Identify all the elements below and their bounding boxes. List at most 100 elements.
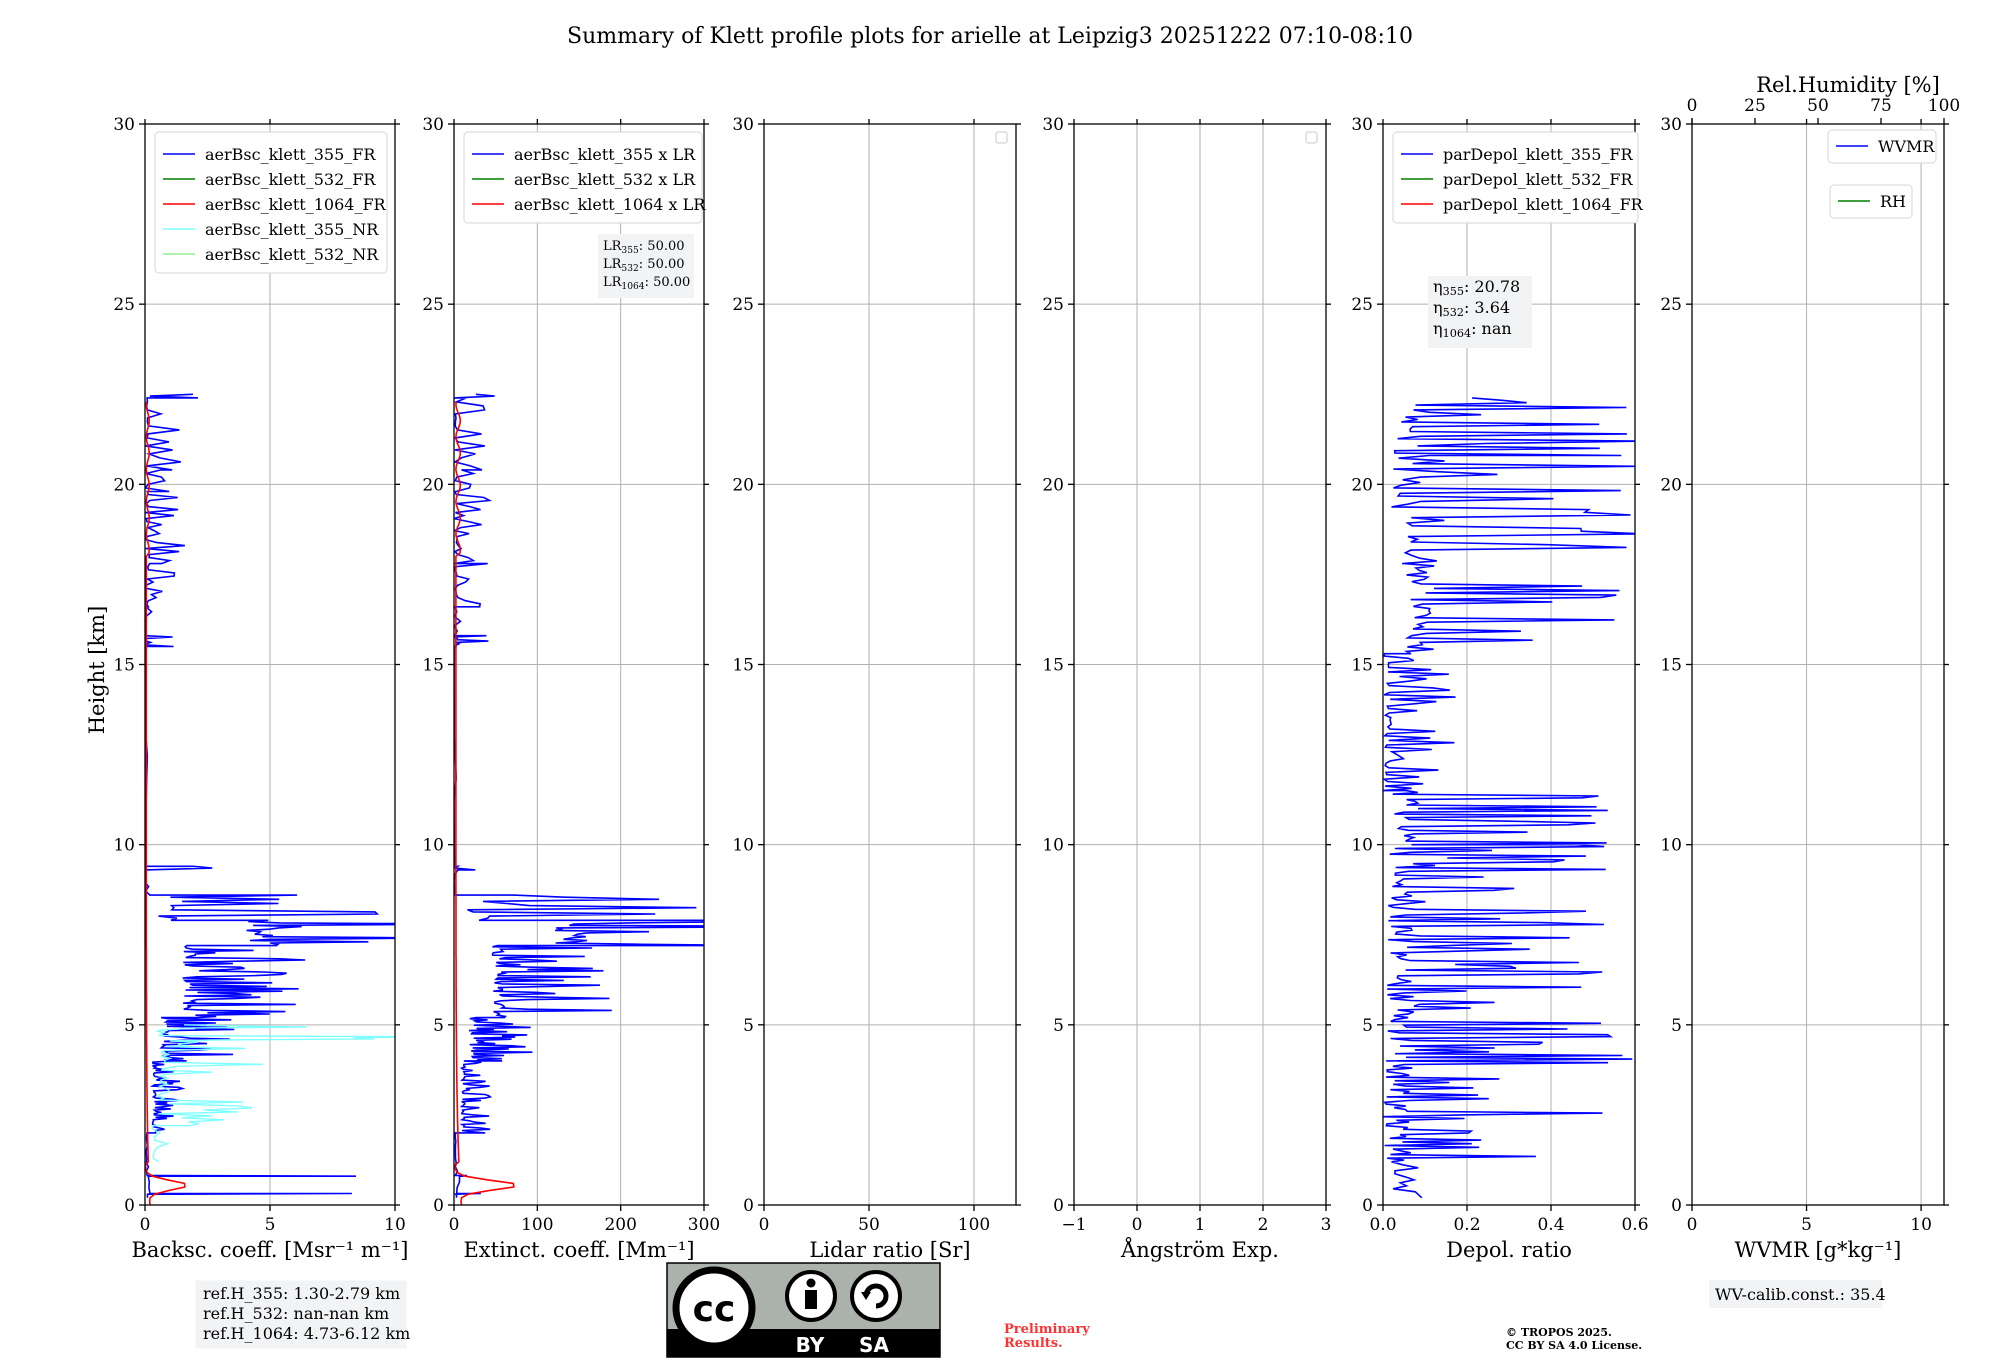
ext-xlabel: Extinct. coeff. [Mm⁻¹] (463, 1238, 694, 1262)
ext-ytick-label-5: 25 (422, 295, 444, 315)
wv-xtick-label-1: 5 (1801, 1215, 1812, 1235)
cc-license-badge: cc BY SA (666, 1262, 941, 1358)
dep-ytick-label-5: 25 (1351, 295, 1373, 315)
dep-legend-label-2: parDepol_klett_1064_FR (1443, 195, 1644, 214)
wv-ytick-label-1: 5 (1671, 1016, 1682, 1036)
lr-xtick-label-0: 0 (759, 1215, 770, 1235)
wv-calibration-text: WV-calib.const.: 35.4 (1715, 1285, 1886, 1304)
lr-xlabel: Lidar ratio [Sr] (809, 1238, 970, 1262)
ext-legend-label-0: aerBsc_klett_355 x LR (514, 145, 696, 164)
wv-legend-rh (1829, 184, 1913, 219)
panel-dep: 0 5 10 15 20 25 30 0.0 0.2 0.4 0.6 Depol. ratio parD… (1351, 115, 1648, 1262)
ext-lidar-ratio-box (598, 234, 694, 298)
dep-legend (1392, 131, 1639, 224)
panel-bsc: 0 5 10 15 20 25 30 0 5 10 Backsc. coeff. [Msr⁻¹ m⁻… (113, 115, 409, 1262)
ang-xtick-label-1: 0 (1132, 1215, 1143, 1235)
ang-ytick-label-2: 10 (1042, 836, 1064, 856)
bsc-ytick-label-0: 0 (124, 1196, 135, 1216)
ang-xtick-label-4: 3 (1321, 1215, 1332, 1235)
bsc-plot-area (145, 393, 395, 1205)
bsc-legend-label-0: aerBsc_klett_355_FR (205, 145, 376, 164)
dep-ytick-label-2: 10 (1351, 836, 1373, 856)
ang-xtick-label-3: 2 (1258, 1215, 1269, 1235)
by-label: BY (796, 1333, 825, 1357)
dep-legend-label-1: parDepol_klett_532_FR (1443, 170, 1634, 189)
ext-plot-area (454, 393, 704, 1205)
ang-xtick-label-0: −1 (1061, 1215, 1086, 1235)
bsc-legend-label-1: aerBsc_klett_532_FR (205, 170, 376, 189)
ang-ytick-label-3: 15 (1042, 656, 1064, 676)
lr-ytick-label-0: 0 (743, 1196, 754, 1216)
dep-plot-area (1383, 397, 1635, 1199)
ang-ytick-label-4: 20 (1042, 475, 1064, 495)
ext-legend (463, 131, 703, 224)
lr-ytick-label-1: 5 (743, 1016, 754, 1036)
preliminary-line-2: Results. (1004, 1336, 1063, 1351)
dep-eta-box (1428, 276, 1532, 348)
copyright-line-2: CC BY SA 4.0 License. (1506, 1339, 1642, 1352)
wv-ytick-label-3: 15 (1660, 656, 1682, 676)
dep-xtick-label-1: 0.2 (1453, 1215, 1480, 1235)
dep-eta-0: η355: 20.78 (1433, 277, 1520, 298)
reference-height-355: ref.H_355: 1.30-2.79 km (203, 1284, 400, 1303)
ang-xtick-label-2: 1 (1195, 1215, 1206, 1235)
wv-legend-label-0: WVMR (1878, 137, 1935, 156)
wv-xlabel: WVMR [g*kg⁻¹] (1735, 1238, 1902, 1262)
wv-top-xtick-label-3: 75 (1870, 96, 1892, 116)
wv-top-xtick-label-1: 25 (1744, 96, 1766, 116)
dep-ytick-label-6: 30 (1351, 115, 1373, 135)
panel-lr: 0 5 10 15 20 25 30 0 50 100 Lidar ratio [Sr] (732, 115, 1021, 1262)
ext-series-355 (454, 393, 704, 1198)
lr-xtick-label-2: 100 (958, 1215, 990, 1235)
wv-top-xtick-label-4: 100 (1928, 96, 1960, 116)
bsc-ytick-label-6: 30 (113, 115, 135, 135)
dep-ytick-label-4: 20 (1351, 475, 1373, 495)
cc-text: cc (693, 1289, 736, 1330)
ext-ytick-label-2: 10 (422, 836, 444, 856)
wv-ytick-label-0: 0 (1671, 1196, 1682, 1216)
ext-lidar-ratio-2: LR1064: 50.00 (603, 275, 690, 292)
dep-legend-label-0: parDepol_klett_355_FR (1443, 145, 1634, 164)
ext-ytick-label-6: 30 (422, 115, 444, 135)
bsc-xtick-label-0: 0 (140, 1215, 151, 1235)
lr-xtick-label-1: 50 (858, 1215, 880, 1235)
ang-ytick-label-5: 25 (1042, 295, 1064, 315)
bsc-legend-label-4: aerBsc_klett_532_NR (205, 245, 379, 264)
wv-top-xlabel: Rel.Humidity [%] (1756, 73, 1940, 97)
bsc-series-355-nr (151, 1024, 395, 1163)
dep-xlabel: Depol. ratio (1446, 1238, 1572, 1262)
dep-ytick-label-0: 0 (1362, 1196, 1373, 1216)
ext-legend-label-1: aerBsc_klett_532 x LR (514, 170, 696, 189)
ang-ytick-label-1: 5 (1053, 1016, 1064, 1036)
bsc-ytick-label-4: 20 (113, 475, 135, 495)
dep-ytick-label-3: 15 (1351, 656, 1373, 676)
bsc-series-355 (145, 393, 395, 1198)
ext-xtick-label-3: 300 (688, 1215, 720, 1235)
lr-ytick-label-5: 25 (732, 295, 754, 315)
preliminary-line-1: Preliminary (1004, 1322, 1090, 1337)
y-axis-label: Height [km] (85, 606, 109, 735)
wv-legend-wvmr (1827, 129, 1937, 164)
wv-calibration-box (1709, 1280, 1882, 1308)
copyright-line-1: © TROPOS 2025. (1506, 1326, 1612, 1339)
wv-ytick-label-5: 25 (1660, 295, 1682, 315)
dep-ytick-label-1: 5 (1362, 1016, 1373, 1036)
ext-lidar-ratio-1: LR532: 50.00 (603, 257, 685, 274)
wv-ytick-label-6: 30 (1660, 115, 1682, 135)
bsc-xlabel: Backsc. coeff. [Msr⁻¹ m⁻¹] (132, 1238, 409, 1262)
ext-ytick-label-4: 20 (422, 475, 444, 495)
ext-xtick-label-0: 0 (449, 1215, 460, 1235)
wv-ytick-label-2: 10 (1660, 836, 1682, 856)
wv-ytick-label-4: 20 (1660, 475, 1682, 495)
lr-ytick-label-3: 15 (732, 656, 754, 676)
ang-ytick-label-6: 30 (1042, 115, 1064, 135)
bsc-legend (154, 131, 388, 274)
dep-eta-2: η1064: nan (1433, 319, 1512, 340)
ext-ytick-label-1: 5 (433, 1016, 444, 1036)
ext-series-1064 (454, 401, 515, 1205)
